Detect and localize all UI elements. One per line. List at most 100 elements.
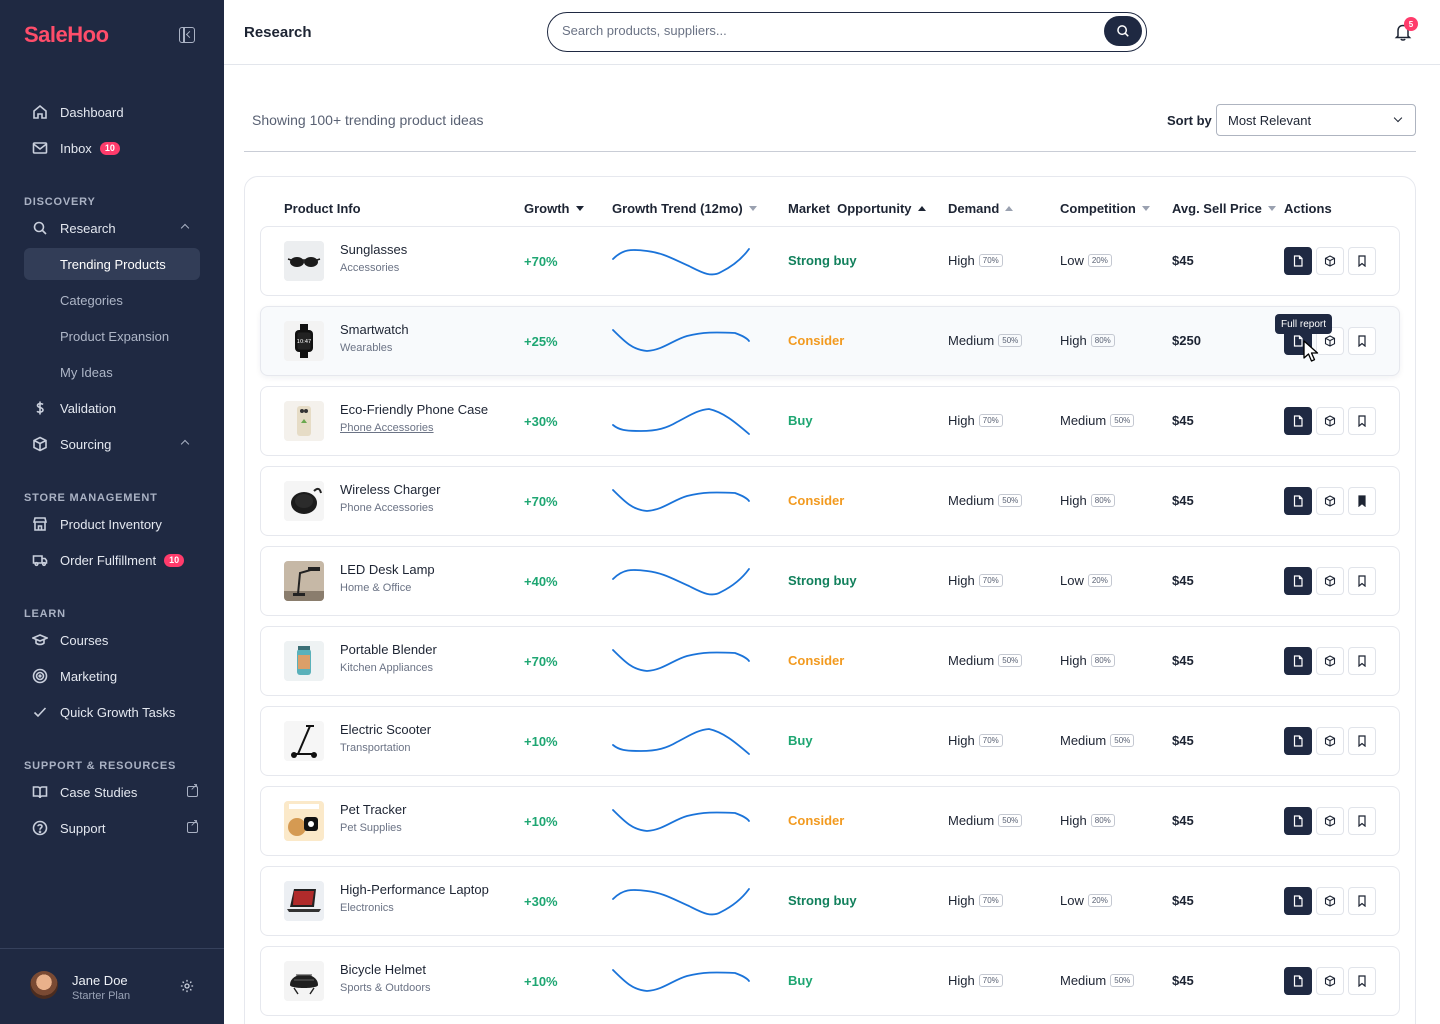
- sidebar-item-trending-products[interactable]: Trending Products: [24, 248, 200, 280]
- chevron-up-icon[interactable]: [180, 439, 190, 449]
- column-growth-trend[interactable]: Growth Trend (12mo): [612, 201, 757, 216]
- sidebar-item-validation[interactable]: Validation: [24, 392, 200, 424]
- sourcing-button[interactable]: [1316, 887, 1344, 915]
- product-name[interactable]: Eco-Friendly Phone Case: [340, 402, 489, 417]
- sort-desc-icon[interactable]: [575, 206, 584, 211]
- sourcing-button[interactable]: [1316, 407, 1344, 435]
- sidebar-item-my-ideas[interactable]: My Ideas: [60, 364, 113, 380]
- sourcing-button[interactable]: [1316, 807, 1344, 835]
- full-report-button[interactable]: [1284, 407, 1312, 435]
- sourcing-button[interactable]: [1316, 727, 1344, 755]
- bookmark-button[interactable]: [1348, 327, 1376, 355]
- sidebar-item-courses[interactable]: Courses: [24, 624, 200, 656]
- product-thumbnail[interactable]: [284, 721, 324, 761]
- product-thumbnail[interactable]: 10:47: [284, 321, 324, 361]
- sourcing-button[interactable]: [1316, 567, 1344, 595]
- bookmark-button[interactable]: [1348, 647, 1376, 675]
- product-thumbnail[interactable]: [284, 641, 324, 681]
- product-name[interactable]: Electric Scooter: [340, 722, 432, 737]
- product-thumbnail[interactable]: [284, 961, 324, 1001]
- avatar[interactable]: [30, 971, 58, 999]
- sidebar-item-inbox[interactable]: Inbox 10: [24, 132, 200, 164]
- column-competition[interactable]: Competition: [1060, 201, 1150, 216]
- product-category[interactable]: Phone Accessories: [340, 422, 434, 434]
- table-row[interactable]: Electric Scooter Transportation +10% Buy…: [260, 706, 1400, 776]
- product-name[interactable]: Sunglasses: [340, 242, 408, 257]
- sidebar-item-sourcing[interactable]: Sourcing: [24, 428, 200, 460]
- product-thumbnail[interactable]: [284, 561, 324, 601]
- full-report-button[interactable]: [1284, 567, 1312, 595]
- full-report-button[interactable]: [1284, 487, 1312, 515]
- product-thumbnail[interactable]: [284, 481, 324, 521]
- sort-asc-icon[interactable]: [1005, 206, 1014, 211]
- sort-asc-icon[interactable]: [917, 206, 926, 211]
- bookmark-button[interactable]: [1348, 407, 1376, 435]
- search-bar[interactable]: [547, 12, 1147, 52]
- table-row[interactable]: Eco-Friendly Phone Case Phone Accessorie…: [260, 386, 1400, 456]
- market-opportunity: Consider: [788, 653, 845, 668]
- sidebar-item-product-inventory[interactable]: Product Inventory: [24, 508, 200, 540]
- sidebar-item-case-studies[interactable]: Case Studies: [24, 776, 200, 808]
- sidebar-item-research[interactable]: Research: [24, 212, 200, 244]
- user-profile[interactable]: Jane Doe Starter Plan: [0, 948, 224, 1024]
- sidebar-item-dashboard[interactable]: Dashboard: [24, 96, 200, 128]
- bookmark-button[interactable]: [1348, 727, 1376, 755]
- sidebar-item-categories[interactable]: Categories: [60, 292, 123, 308]
- full-report-button[interactable]: [1284, 967, 1312, 995]
- collapse-sidebar-icon[interactable]: [179, 26, 195, 43]
- table-row[interactable]: 10:47 Smartwatch Wearables +25% Consider…: [260, 306, 1400, 376]
- column-avg-sell-price[interactable]: Avg. Sell Price: [1172, 201, 1276, 216]
- sourcing-button[interactable]: [1316, 487, 1344, 515]
- sort-desc-icon[interactable]: [748, 206, 757, 211]
- product-name[interactable]: Smartwatch: [340, 322, 409, 337]
- table-row[interactable]: Sunglasses Accessories +70% Strong buy H…: [260, 226, 1400, 296]
- table-row[interactable]: Portable Blender Kitchen Appliances +70%…: [260, 626, 1400, 696]
- sidebar-item-quick-growth-tasks[interactable]: Quick Growth Tasks: [24, 696, 200, 728]
- sort-desc-icon[interactable]: [1267, 206, 1276, 211]
- sidebar-item-marketing[interactable]: Marketing: [24, 660, 200, 692]
- bookmark-button[interactable]: [1348, 247, 1376, 275]
- full-report-button[interactable]: [1284, 247, 1312, 275]
- sourcing-button[interactable]: [1316, 247, 1344, 275]
- bookmark-button[interactable]: [1348, 567, 1376, 595]
- product-thumbnail[interactable]: [284, 241, 324, 281]
- full-report-button[interactable]: [1284, 647, 1312, 675]
- full-report-button[interactable]: [1284, 727, 1312, 755]
- sort-dropdown[interactable]: Most Relevant: [1216, 104, 1416, 136]
- product-name[interactable]: Wireless Charger: [340, 482, 441, 497]
- full-report-button[interactable]: [1284, 807, 1312, 835]
- search-input[interactable]: [562, 23, 1082, 38]
- product-thumbnail[interactable]: [284, 881, 324, 921]
- sourcing-button[interactable]: [1316, 967, 1344, 995]
- gear-icon[interactable]: [180, 979, 194, 993]
- product-name[interactable]: Bicycle Helmet: [340, 962, 426, 977]
- product-name[interactable]: High-Performance Laptop: [340, 882, 489, 897]
- bookmark-button[interactable]: [1348, 807, 1376, 835]
- bookmark-button[interactable]: [1348, 487, 1376, 515]
- sidebar-item-product-expansion[interactable]: Product Expansion: [60, 328, 170, 344]
- sourcing-button[interactable]: [1316, 647, 1344, 675]
- column-demand[interactable]: Demand: [948, 201, 1014, 216]
- sidebar-item-order-fulfillment[interactable]: Order Fulfillment 10: [24, 544, 200, 576]
- column-growth[interactable]: Growth: [524, 201, 584, 216]
- sidebar-item-support[interactable]: Support: [24, 812, 200, 844]
- logo[interactable]: SaleHoo: [24, 22, 109, 47]
- product-name[interactable]: LED Desk Lamp: [340, 562, 435, 577]
- chevron-up-icon[interactable]: [180, 223, 190, 233]
- chevron-down-icon: [1393, 113, 1403, 123]
- table-row[interactable]: LED Desk Lamp Home & Office +40% Strong …: [260, 546, 1400, 616]
- product-name[interactable]: Portable Blender: [340, 642, 437, 657]
- bookmark-button[interactable]: [1348, 967, 1376, 995]
- product-name[interactable]: Pet Tracker: [340, 802, 407, 817]
- table-row[interactable]: Wireless Charger Phone Accessories +70% …: [260, 466, 1400, 536]
- bookmark-button[interactable]: [1348, 887, 1376, 915]
- table-row[interactable]: Bicycle Helmet Sports & Outdoors +10% Bu…: [260, 946, 1400, 1016]
- full-report-button[interactable]: [1284, 887, 1312, 915]
- product-thumbnail[interactable]: [284, 801, 324, 841]
- search-button[interactable]: [1104, 16, 1142, 46]
- table-row[interactable]: Pet Tracker Pet Supplies +10% Consider M…: [260, 786, 1400, 856]
- table-row[interactable]: High-Performance Laptop Electronics +30%…: [260, 866, 1400, 936]
- sort-desc-icon[interactable]: [1141, 206, 1150, 211]
- product-thumbnail[interactable]: [284, 401, 324, 441]
- column-market-opportunity[interactable]: Market Opportunity: [788, 201, 926, 216]
